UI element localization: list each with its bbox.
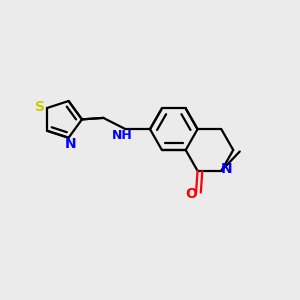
Text: N: N: [64, 137, 76, 151]
Text: NH: NH: [112, 129, 132, 142]
Text: O: O: [185, 187, 197, 201]
Text: S: S: [35, 100, 45, 114]
Text: N: N: [221, 162, 232, 176]
